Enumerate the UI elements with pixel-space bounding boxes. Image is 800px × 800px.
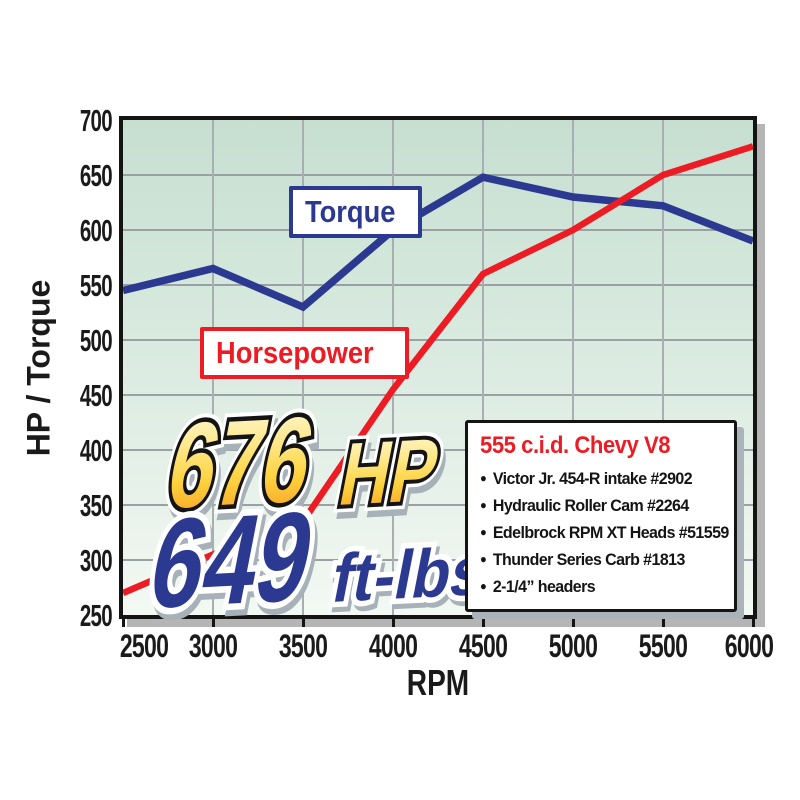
- y-tick-label: 400: [79, 433, 113, 468]
- x-tick-mark: [481, 619, 485, 627]
- spec-item: Hydraulic Roller Cam #2264: [480, 492, 707, 519]
- y-tick-label: 550: [79, 268, 113, 303]
- horsepower-series-label: Horsepower: [200, 327, 410, 379]
- x-tick-label: 3000: [188, 628, 238, 664]
- torque-series-label: Torque: [289, 186, 422, 238]
- y-tick-label: 650: [79, 158, 113, 193]
- y-axis-title: HP / Torque: [20, 279, 57, 457]
- engine-spec-list: Victor Jr. 454-R intake #2902Hydraulic R…: [480, 465, 729, 600]
- torque-curve: [123, 173, 753, 312]
- y-tick-label: 500: [79, 323, 113, 358]
- y-tick-label: 250: [79, 598, 113, 633]
- x-tick-label: 2500: [119, 628, 169, 664]
- x-tick-mark: [121, 619, 125, 627]
- x-tick-mark: [571, 619, 575, 627]
- x-tick-label: 4500: [458, 628, 508, 664]
- x-tick-label: 3500: [278, 628, 328, 664]
- x-tick-mark: [211, 619, 215, 627]
- y-tick-label: 600: [79, 213, 113, 248]
- x-tick-label: 5500: [638, 628, 688, 664]
- series-lines: [123, 143, 753, 596]
- engine-spec-title: 555 c.i.d. Chevy V8: [480, 432, 671, 459]
- plot-area: Torque Horsepower 676 676 676 676: [119, 116, 757, 648]
- y-tick-label: 300: [79, 543, 113, 578]
- spec-item: Edelbrock RPM XT Heads #51559: [480, 519, 729, 546]
- x-axis-title: RPM: [406, 662, 470, 703]
- x-tick-label: 5000: [548, 628, 598, 664]
- y-tick-label: 350: [79, 488, 113, 523]
- spec-item: Victor Jr. 454-R intake #2902: [480, 465, 707, 492]
- x-tick-label: 6000: [724, 628, 774, 664]
- y-tick-label: 700: [79, 103, 113, 138]
- x-tick-mark: [751, 619, 755, 627]
- engine-spec-box: 555 c.i.d. Chevy V8 Victor Jr. 454-R int…: [465, 420, 737, 612]
- x-tick-label: 4000: [368, 628, 418, 664]
- x-tick-mark: [391, 619, 395, 627]
- x-tick-mark: [301, 619, 305, 627]
- spec-item: Thunder Series Carb #1813: [480, 546, 707, 573]
- x-tick-mark: [661, 619, 665, 627]
- spec-item: 2-1/4” headers: [480, 573, 707, 600]
- horsepower-curve: [123, 143, 753, 596]
- y-tick-label: 450: [79, 378, 113, 413]
